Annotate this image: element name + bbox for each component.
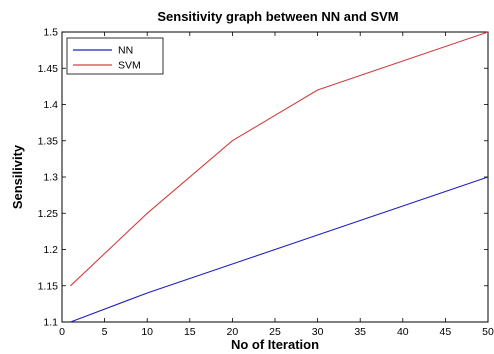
plot-area	[61, 31, 489, 323]
legend-label-nn: NN	[118, 45, 133, 57]
y-tick-label: 1.15	[38, 280, 59, 292]
series-line-svm	[70, 31, 489, 287]
y-tick-label: 1.25	[38, 208, 59, 220]
x-tick-label: 30	[312, 326, 324, 338]
y-tick-label: 1.3	[43, 172, 58, 184]
x-tick-label: 10	[141, 326, 153, 338]
y-axis-label: Sensilivity	[10, 144, 25, 209]
y-tick-label: 1.1	[43, 317, 58, 329]
series-layer	[70, 31, 489, 323]
x-axis-ticks: 0 5 10 15 20 25 30 35 40 45 50	[59, 32, 494, 338]
y-axis-ticks: 1.1 1.15 1.2 1.25 1.3 1.35 1.4 1.45 1.5	[38, 27, 488, 329]
x-tick-label: 45	[440, 326, 452, 338]
y-tick-label: 1.5	[43, 27, 58, 39]
x-axis-label: No of Iteration	[231, 337, 319, 352]
y-tick-label: 1.4	[43, 99, 58, 111]
y-tick-label: 1.2	[43, 244, 58, 256]
x-tick-label: 5	[102, 326, 108, 338]
x-tick-label: 25	[269, 326, 281, 338]
y-tick-label: 1.45	[38, 63, 59, 75]
x-tick-label: 0	[59, 326, 65, 338]
x-tick-label: 20	[227, 326, 239, 338]
legend-box	[66, 37, 164, 75]
chart-title: Sensitivity graph between NN and SVM	[157, 9, 398, 24]
x-tick-label: 50	[482, 326, 494, 338]
legend-label-svm: SVM	[118, 60, 141, 72]
legend: NN SVM	[66, 37, 164, 75]
x-tick-label: 40	[397, 326, 409, 338]
y-tick-label: 1.35	[38, 135, 59, 147]
x-tick-label: 15	[184, 326, 196, 338]
series-line-nn	[70, 176, 489, 323]
x-tick-label: 35	[354, 326, 366, 338]
